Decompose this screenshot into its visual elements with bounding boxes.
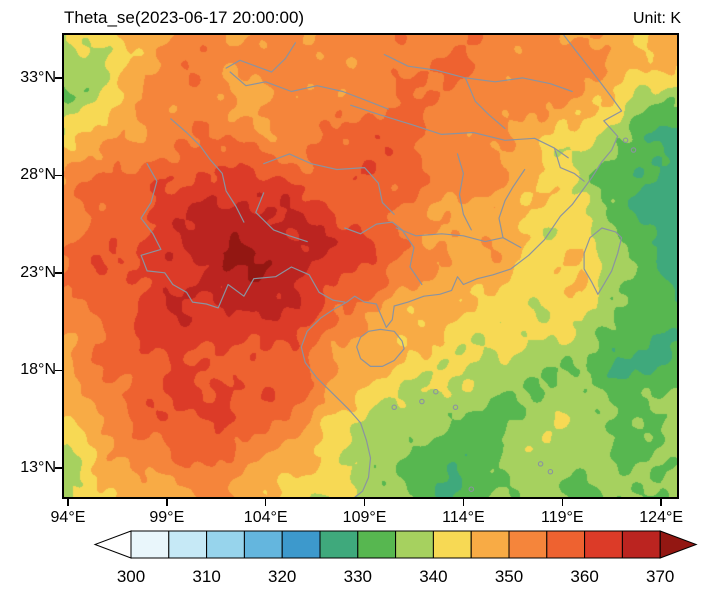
x-axis-tick [660, 499, 662, 506]
province-border-line [383, 53, 573, 93]
island-outline [356, 328, 405, 367]
x-axis-tick-label: 104°E [243, 509, 288, 526]
province-border-line [229, 71, 389, 110]
province-border-line [350, 104, 569, 159]
x-axis-tick-label: 119°E [541, 509, 584, 526]
colorbar-tick-label: 370 [646, 567, 674, 586]
colorbar-segment [432, 530, 472, 559]
x-axis-tick [363, 499, 366, 506]
colorbar-segment [319, 530, 359, 559]
x-axis-tick [67, 499, 69, 506]
x-axis-tick [166, 499, 168, 506]
map-overlay-coastlines [140, 35, 637, 497]
colorbar-segment [584, 530, 623, 559]
islet-mark [630, 147, 637, 153]
colorbar: 300 310 320 330 340 350 360 370 [93, 530, 698, 586]
islet-mark [419, 398, 425, 405]
colorbar-segment [621, 530, 661, 559]
coastline [300, 35, 623, 497]
province-border-line [344, 221, 403, 235]
province-border-line [498, 168, 526, 239]
islet-mark [622, 137, 629, 144]
colorbar-segment [508, 530, 548, 559]
plot-title: Theta_se(2023-06-17 20:00:00) [64, 8, 305, 27]
x-axis-tick-label: 114°E [442, 509, 485, 526]
x-axis-tick-label: 109°E [342, 509, 387, 526]
x-axis-tick [561, 499, 564, 506]
islet-mark [537, 461, 544, 467]
x-axis-tick-label: 94°E [50, 509, 86, 526]
colorbar-tick-label: 360 [570, 567, 598, 586]
colorbar-segment [130, 530, 170, 559]
y-axis-tick [55, 77, 62, 79]
province-border-line [553, 147, 585, 182]
colorbar-tick-label: 300 [117, 567, 145, 586]
x-axis-tick [264, 499, 267, 506]
y-axis-tick-label: 33°N [20, 68, 56, 86]
colorbar-segment [357, 530, 397, 559]
x-axis-tick-label: 124°E [639, 509, 684, 526]
colorbar-segment [243, 530, 283, 559]
province-border-line [395, 227, 522, 249]
y-axis-tick-label: 23°N [20, 263, 56, 281]
colorbar-over-arrow [659, 530, 698, 559]
colorbar-segment [206, 530, 245, 559]
y-axis-tick-label: 13°N [20, 458, 56, 476]
province-border-line [456, 153, 472, 231]
colorbar-segment [395, 530, 434, 559]
y-axis-tick-label: 28°N [20, 166, 56, 184]
y-axis-tick [55, 272, 62, 274]
y-axis-tick [55, 369, 62, 372]
islet-mark [547, 468, 554, 475]
colorbar-tick-label: 310 [192, 567, 220, 586]
colorbar-segment [470, 530, 510, 559]
unit-label: Unit: K [632, 10, 681, 27]
x-axis-tick-label: 99°E [149, 509, 185, 526]
colorbar-tick-label: 350 [495, 567, 523, 586]
islet-mark [433, 388, 439, 395]
island-outline [583, 227, 623, 295]
colorbar-segment [281, 530, 321, 559]
province-border-line [140, 163, 346, 309]
islet-mark [391, 404, 397, 411]
y-axis-tick-label: 18°N [20, 361, 56, 379]
y-axis-tick [55, 174, 62, 177]
province-border-line [464, 77, 506, 130]
colorbar-tick-label: 320 [268, 567, 296, 586]
islet-mark [468, 486, 475, 492]
colorbar-under-arrow [93, 530, 132, 559]
islet-mark [452, 404, 459, 411]
colorbar-tick-label: 340 [419, 567, 447, 586]
colorbar-segment [168, 530, 208, 559]
x-axis-tick [462, 499, 465, 506]
province-border-line [225, 42, 296, 73]
province-border-line [263, 153, 395, 215]
y-axis-tick [55, 467, 62, 469]
province-border-line [255, 192, 308, 243]
province-border-line [170, 118, 245, 223]
colorbar-segment [546, 530, 586, 559]
province-border-line [401, 229, 423, 286]
map-plot-area [62, 33, 679, 499]
colorbar-tick-label: 330 [344, 567, 372, 586]
